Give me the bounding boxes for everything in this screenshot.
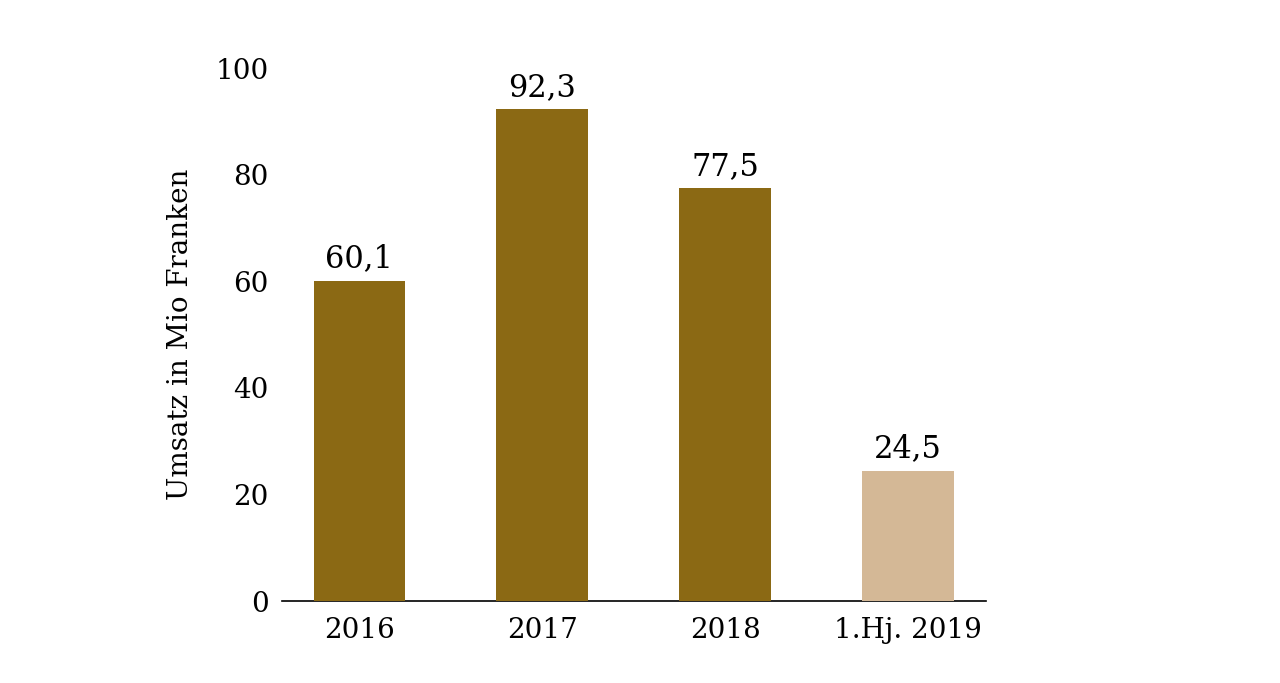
Bar [497, 109, 588, 601]
Bar [863, 471, 954, 601]
Text: 60,1: 60,1 [325, 243, 393, 275]
Text: 77,5: 77,5 [691, 151, 759, 182]
Bar [314, 281, 404, 601]
Text: 24,5: 24,5 [874, 433, 942, 464]
Text: 92,3: 92,3 [508, 72, 576, 103]
Y-axis label: Umsatz in Mio Franken: Umsatz in Mio Franken [168, 169, 195, 501]
Bar [680, 189, 771, 601]
